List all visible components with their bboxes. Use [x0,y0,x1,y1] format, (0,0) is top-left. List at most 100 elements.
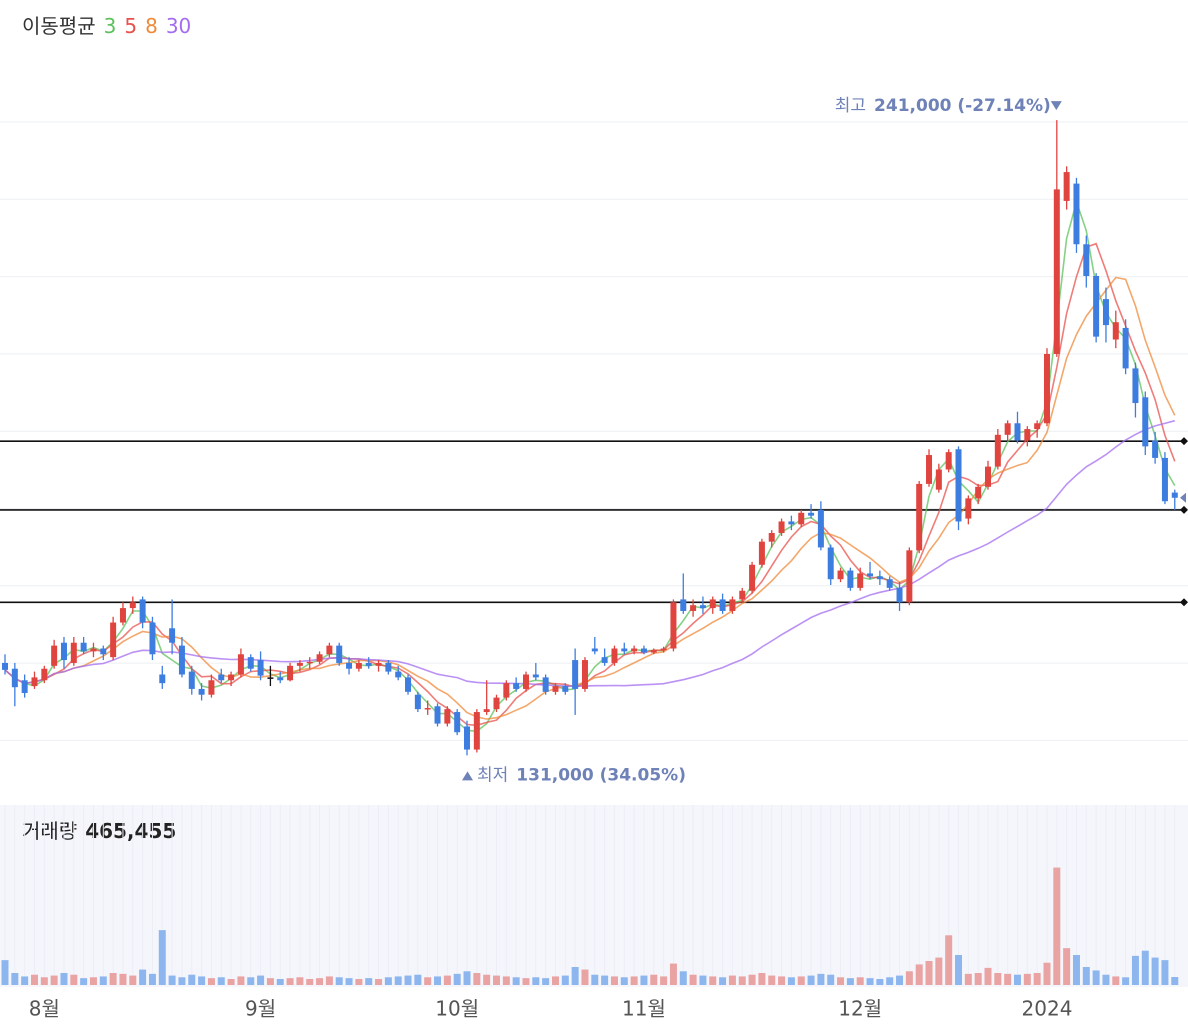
candle-body [690,605,697,611]
volume-bar [355,979,363,985]
volume-bar [896,975,904,985]
candle-body [1043,353,1050,424]
price-line-marker [1180,598,1188,607]
volume-bar [797,976,805,985]
legend-item: 30 [166,14,191,38]
candle-body [975,486,982,499]
candle-body [1102,299,1109,326]
candle-body [650,650,657,653]
volume-bar [660,976,668,985]
candle-body [473,712,480,750]
candle-body [70,642,77,663]
volume-bar [787,977,795,985]
volume-bar [925,961,933,985]
volume-bar [1053,867,1061,985]
volume-bar [21,976,29,985]
volume-bar [443,975,451,985]
high-marker [1050,101,1062,111]
volume-bar [70,974,78,985]
volume-bar [325,976,333,985]
candle-body [1171,492,1178,498]
volume-bar [89,977,97,985]
candle-body [395,671,402,678]
x-tick-label: 2024 [1022,997,1073,1021]
volume-bar [738,976,746,985]
volume-bar [1082,967,1090,985]
legend: 이동평균 3 5 8 30 [22,14,191,38]
candle-body [798,512,805,525]
volume-bar [1141,950,1149,985]
volume-bar [984,967,992,985]
candle-body [355,662,362,669]
volume-bar [719,977,727,985]
legend-item: 3 [104,14,117,38]
candle-body [218,674,225,681]
volume-bar [827,974,835,985]
high-annotation: 최고 241,000 (-27.14%) [835,96,1051,116]
candle-body [985,466,991,487]
candle-body [847,570,854,588]
candle-body [326,645,333,655]
candle-body [110,622,117,658]
volume-bar [1013,974,1021,985]
candle-body [1083,244,1090,277]
candle-body [444,709,451,724]
volume-bar [11,973,19,985]
volume-bar [601,975,609,985]
candle-body [1014,423,1021,441]
low-value: 131,000 (34.05%) [516,765,686,785]
volume-bar [1102,974,1110,985]
volume-bar [237,976,245,985]
volume-bar [257,975,265,985]
volume-bar [955,955,963,985]
x-tick-label: 11월 [622,997,666,1021]
volume-bar [728,975,736,985]
candle-body [1073,183,1080,245]
volume-bar [434,976,442,985]
volume-bar [119,973,127,985]
candle-body [1024,429,1031,441]
candle-body [169,628,176,643]
volume-bar [532,977,540,985]
candle-body [670,602,677,649]
candle-body [896,587,903,603]
volume-bar [30,974,38,985]
candle-body [808,512,815,516]
legend-title: 이동평균 [22,14,96,38]
low-marker [462,771,474,781]
volume-bar [502,976,510,985]
candle-body [100,648,107,655]
volume-bar [945,935,953,985]
candle-body [188,671,195,689]
volume-bar [1112,976,1120,985]
price-line-marker [1180,437,1188,446]
candle-body [562,686,569,692]
candle-body [464,726,471,750]
volume-bar [1004,973,1012,985]
volume-bar [630,976,638,985]
candle-body [935,469,942,490]
volume-bar [129,975,137,985]
candle-body [247,657,254,669]
volume-bar [974,973,982,985]
candle-body [788,521,795,525]
volume-bar [856,977,864,985]
volume-bar [266,978,274,985]
volume-title: 거래량 465,455 [22,819,176,843]
volume-bar [551,976,559,985]
volume-bar [542,978,550,985]
volume-bar [1023,973,1031,985]
volume-bar [80,978,88,985]
x-tick-label: 9월 [245,997,276,1021]
volume-bar [384,977,392,985]
volume-bar [591,974,599,985]
volume-bar [207,978,215,985]
volume-bar [512,977,520,985]
candle-body [60,642,67,661]
volume-current: 465,455 [85,819,176,843]
candle-body [601,657,608,663]
candle-body [80,642,87,652]
candle-body [532,674,539,678]
candle-body [493,697,500,710]
